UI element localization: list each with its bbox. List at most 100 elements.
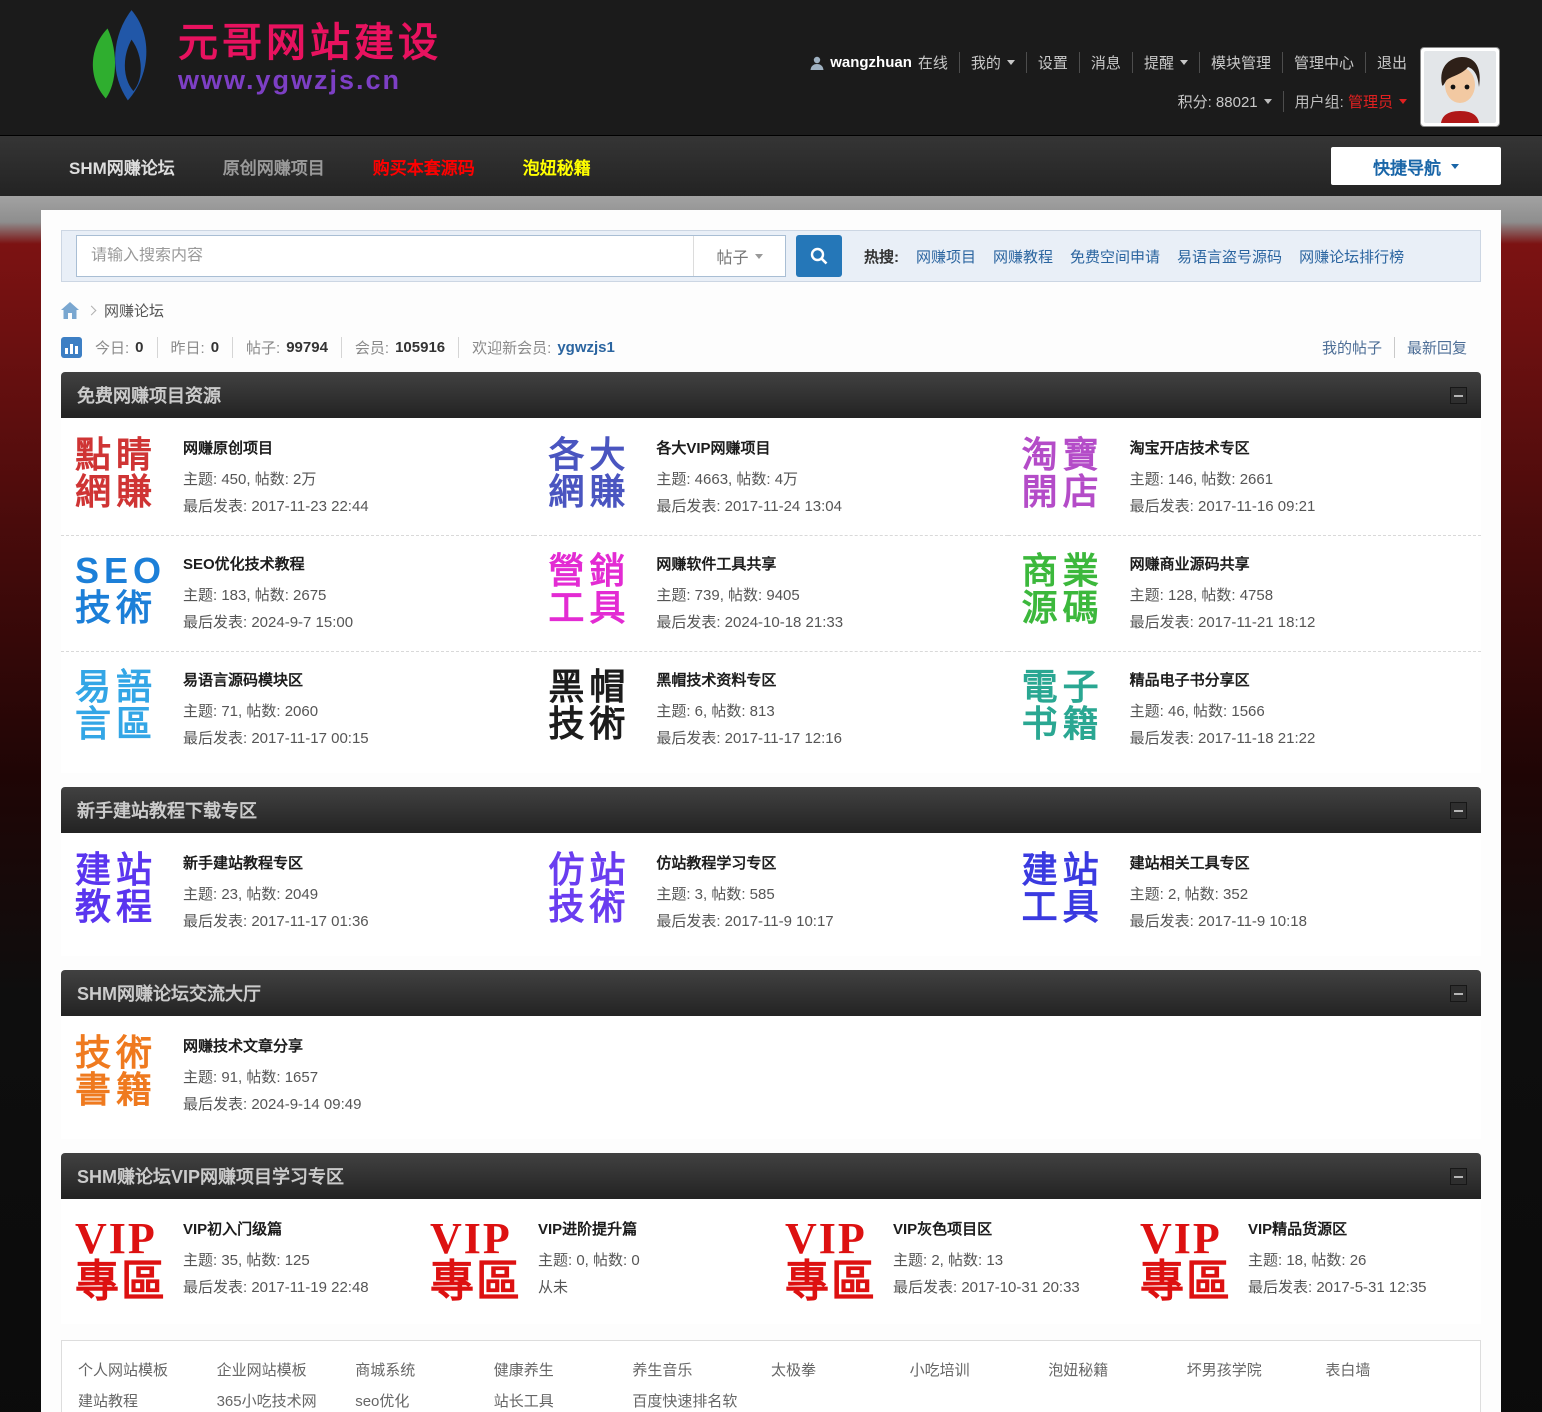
forum-block[interactable]: VIP 專區 VIP精品货源区 主题: 18, 帖数: 26 最后发表: 2017…	[1126, 1201, 1481, 1318]
footer-link[interactable]: 个人网站模板	[78, 1362, 169, 1380]
username-link[interactable]: wangzhuan	[830, 54, 912, 71]
forum-block[interactable]: 仿站 技術 仿站教程学习专区 主题: 3, 帖数: 585 最后发表: 2017-…	[534, 835, 1007, 950]
collapse-icon[interactable]	[1450, 985, 1467, 1002]
forum-block[interactable]: SEO 技術 SEO优化技术教程 主题: 183, 帖数: 2675 最后发表: …	[61, 536, 535, 652]
forum-title-link[interactable]: 各大VIP网赚项目	[656, 440, 771, 457]
forum-last-post: 最后发表: 2017-10-31 20:33	[893, 1279, 1080, 1296]
forum-block[interactable]: 營銷 工具 网赚软件工具共享 主题: 739, 帖数: 9405 最后发表: 20…	[534, 536, 1008, 652]
footer-link[interactable]: 太极拳	[771, 1362, 817, 1380]
footer-link[interactable]: 商城系统	[355, 1362, 416, 1380]
forum-title-link[interactable]: 建站相关工具专区	[1129, 855, 1250, 872]
usergroup-link[interactable]: 管理员	[1347, 94, 1393, 111]
forum-title-link[interactable]: 新手建站教程专区	[183, 855, 304, 872]
forum-block[interactable]: VIP 專區 VIP初入门级篇 主题: 35, 帖数: 125 最后发表: 201…	[61, 1201, 416, 1318]
hot-search-link[interactable]: 网赚论坛排行榜	[1299, 248, 1405, 266]
forum-block[interactable]: 各大 網賺 各大VIP网赚项目 主题: 4663, 帖数: 4万 最后发表: 20…	[534, 420, 1008, 536]
user-menu-logout[interactable]: 退出	[1376, 55, 1407, 72]
forum-title-link[interactable]: 黑帽技术资料专区	[656, 672, 777, 689]
chevron-down-icon	[1451, 163, 1459, 169]
footer-link[interactable]: 百度快速排名软	[632, 1393, 738, 1411]
forum-block[interactable]: 易語 言區 易语言源码模块区 主题: 71, 帖数: 2060 最后发表: 201…	[61, 652, 534, 767]
latest-replies-link[interactable]: 最新回复	[1393, 337, 1479, 358]
forum-title-link[interactable]: 精品电子书分享区	[1129, 672, 1250, 689]
footer-link[interactable]: 坏男孩学院	[1186, 1362, 1262, 1380]
hot-search-link[interactable]: 免费空间申请	[1070, 248, 1161, 266]
forum-last-post: 最后发表: 2017-11-17 00:15	[183, 730, 369, 747]
breadcrumb: 网赚论坛	[61, 300, 1481, 321]
footer-link[interactable]: seo优化	[355, 1393, 410, 1411]
user-panel: wangzhuan 在线 我的 设置 消息 提醒 模块管理 管理中心 退出 积分…	[809, 52, 1407, 112]
footer-link[interactable]: 365小吃技术网	[216, 1393, 317, 1411]
category-header: SHM赚论坛VIP网赚项目学习专区	[61, 1153, 1481, 1199]
forum-block[interactable]: 黑帽 技術 黑帽技术资料专区 主题: 6, 帖数: 813 最后发表: 2017-…	[534, 652, 1007, 767]
forum-title-link[interactable]: 仿站教程学习专区	[656, 855, 777, 872]
forum-block[interactable]: VIP 專區 VIP灰色项目区 主题: 2, 帖数: 13 最后发表: 2017-…	[771, 1201, 1126, 1318]
user-menu-my[interactable]: 我的	[970, 55, 1001, 72]
my-posts-link[interactable]: 我的帖子	[1321, 340, 1382, 357]
hot-search-link[interactable]: 网赚教程	[993, 248, 1054, 266]
new-member-link[interactable]: ygwzjs1	[557, 339, 615, 356]
forum-title-link[interactable]: 网赚原创项目	[183, 440, 274, 457]
footer-link[interactable]: 站长工具	[493, 1393, 554, 1411]
search-icon	[810, 247, 828, 265]
forum-category: 新手建站教程下载专区 建站 教程 新手建站教程专区 主题: 23, 帖数: 204…	[61, 787, 1481, 956]
forum-block[interactable]: 技術 書籍 网赚技术文章分享 主题: 91, 帖数: 1657 最后发表: 202…	[61, 1018, 534, 1133]
forum-title-link[interactable]: SEO优化技术教程	[183, 556, 305, 573]
home-icon[interactable]	[61, 302, 79, 319]
forum-logo-icon: 技術 書籍	[75, 1032, 158, 1111]
search-type-select[interactable]: 帖子	[693, 236, 785, 276]
avatar-image	[1424, 51, 1496, 123]
forum-last-post: 最后发表: 2017-11-17 12:16	[656, 730, 842, 747]
footer-link[interactable]: 泡妞秘籍	[1048, 1362, 1109, 1380]
forum-block[interactable]: 點睛 網賺 网赚原创项目 主题: 450, 帖数: 2万 最后发表: 2017-1…	[61, 420, 535, 536]
nav-item-secrets[interactable]: 泡妞秘籍	[522, 158, 591, 178]
search-button[interactable]	[796, 235, 842, 277]
forum-block[interactable]: 建站 教程 新手建站教程专区 主题: 23, 帖数: 2049 最后发表: 201…	[61, 835, 534, 950]
footer-link[interactable]: 健康养生	[493, 1362, 554, 1380]
credits-link[interactable]: 积分: 88021	[1177, 94, 1258, 111]
footer-link[interactable]: 养生音乐	[632, 1362, 693, 1380]
user-menu-settings[interactable]: 设置	[1037, 55, 1068, 72]
collapse-icon[interactable]	[1450, 1168, 1467, 1185]
forum-block[interactable]: 電子 书籍 精品电子书分享区 主题: 46, 帖数: 1566 最后发表: 201…	[1008, 652, 1481, 767]
nav-item-buy-source[interactable]: 购买本套源码	[372, 158, 475, 178]
forum-block[interactable]: 商業 源碼 网赚商业源码共享 主题: 128, 帖数: 4758 最后发表: 20…	[1007, 536, 1481, 652]
footer-link[interactable]: 表白墙	[1325, 1362, 1371, 1380]
hot-search-link[interactable]: 网赚项目	[916, 248, 977, 266]
forum-title-link[interactable]: 网赚软件工具共享	[656, 556, 777, 573]
footer-link[interactable]: 企业网站模板	[216, 1362, 307, 1380]
forum-title-link[interactable]: 易语言源码模块区	[183, 672, 304, 689]
forum-title-link[interactable]: VIP进阶提升篇	[538, 1221, 638, 1238]
nav-item-original-projects[interactable]: 原创网赚项目	[222, 158, 325, 178]
forum-last-post: 最后发表: 2017-11-17 01:36	[183, 913, 369, 930]
forum-title-link[interactable]: 网赚技术文章分享	[183, 1038, 304, 1055]
hot-search-link[interactable]: 易语言盗号源码	[1177, 248, 1283, 266]
forum-block[interactable]: VIP 專區 VIP进阶提升篇 主题: 0, 帖数: 0 从未	[416, 1201, 771, 1318]
forum-last-post: 最后发表: 2024-9-14 09:49	[183, 1096, 362, 1113]
forum-title-link[interactable]: VIP灰色项目区	[893, 1221, 993, 1238]
forum-logo-icon: 電子 书籍	[1021, 666, 1104, 745]
collapse-icon[interactable]	[1450, 387, 1467, 404]
user-menu-module-admin[interactable]: 模块管理	[1210, 55, 1271, 72]
forum-title-link[interactable]: VIP初入门级篇	[183, 1221, 283, 1238]
user-menu-reminders[interactable]: 提醒	[1143, 55, 1174, 72]
user-menu-messages[interactable]: 消息	[1090, 55, 1121, 72]
collapse-icon[interactable]	[1450, 802, 1467, 819]
footer-link[interactable]: 小吃培训	[909, 1362, 970, 1380]
user-icon	[810, 56, 824, 70]
avatar[interactable]	[1420, 47, 1500, 127]
forum-stats: 主题: 2, 帖数: 13	[893, 1252, 1004, 1269]
forum-title-link[interactable]: 淘宝开店技术专区	[1129, 440, 1250, 457]
footer-link[interactable]: 建站教程	[78, 1393, 139, 1411]
forum-title-link[interactable]: VIP精品货源区	[1248, 1221, 1348, 1238]
user-menu-admin-center[interactable]: 管理中心	[1293, 55, 1354, 72]
nav-item-forum[interactable]: SHM网赚论坛	[69, 158, 175, 178]
quick-nav-button[interactable]: 快捷导航	[1331, 147, 1501, 185]
breadcrumb-current[interactable]: 网赚论坛	[104, 303, 165, 320]
forum-block[interactable]: 淘寶 開店 淘宝开店技术专区 主题: 146, 帖数: 2661 最后发表: 20…	[1007, 420, 1481, 536]
forum-title-link[interactable]: 网赚商业源码共享	[1129, 556, 1250, 573]
site-logo[interactable]: 元哥网站建设 www.ygwzjs.cn	[80, 8, 442, 108]
forum-stats: 主题: 46, 帖数: 1566	[1129, 703, 1265, 720]
forum-block[interactable]: 建站 工具 建站相关工具专区 主题: 2, 帖数: 352 最后发表: 2017-…	[1008, 835, 1481, 950]
search-input[interactable]	[77, 247, 693, 265]
